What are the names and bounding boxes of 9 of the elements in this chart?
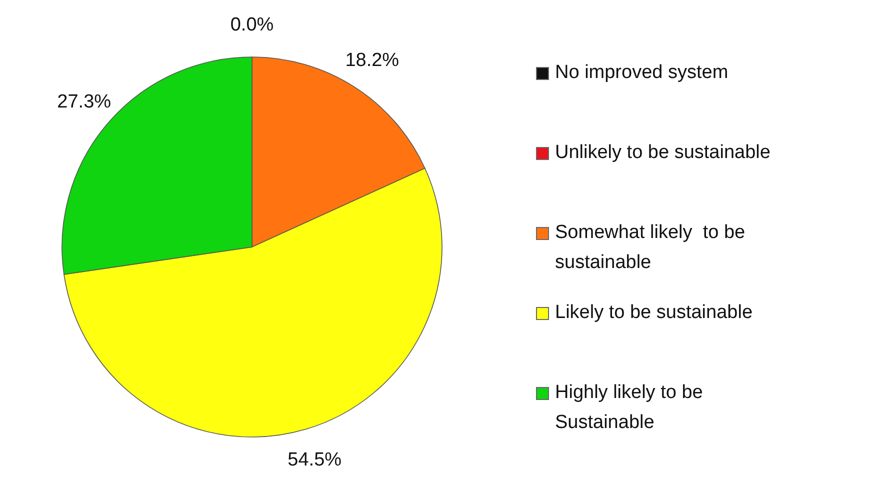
data-label: 54.5% [288,449,342,470]
data-label: 18.2% [345,50,400,71]
data-label: 27.3% [57,91,112,112]
text: 0.0% [230,14,274,36]
legend-label: Unlikely to be sustainable [555,141,772,165]
legend-label: No improved system [555,61,730,85]
legend-label: Highly likely to be Sustainable [555,381,704,435]
legend-label: Somewhat likely to be sustainable [555,221,746,275]
legend-label: Likely to be sustainable [555,301,754,325]
